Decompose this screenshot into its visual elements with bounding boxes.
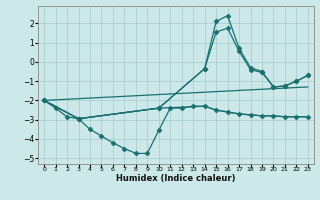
X-axis label: Humidex (Indice chaleur): Humidex (Indice chaleur)	[116, 174, 236, 183]
